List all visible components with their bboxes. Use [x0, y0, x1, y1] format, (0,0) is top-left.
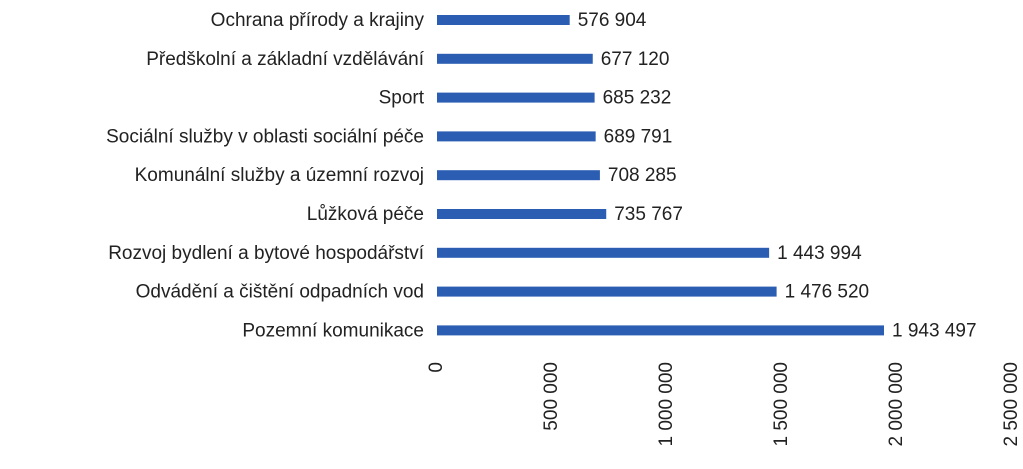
value-label: 1 943 497	[892, 320, 977, 341]
x-tick-label: 500 000	[541, 362, 562, 431]
bar	[437, 92, 595, 103]
bar	[437, 15, 570, 25]
x-tick-label: 2 500 000	[1001, 362, 1022, 447]
category-label: Komunální služby a územní rozvoj	[135, 165, 424, 186]
bar	[437, 286, 777, 297]
category-label: Sociální služby v oblasti sociální péče	[106, 126, 424, 147]
category-label: Pozemní komunikace	[242, 320, 424, 341]
bar	[437, 247, 770, 258]
x-tick-label: 0	[426, 362, 447, 373]
value-label: 685 232	[603, 88, 672, 109]
bar	[437, 209, 607, 219]
value-label: 677 120	[601, 49, 670, 70]
bar	[437, 170, 600, 181]
category-label: Lůžková péče	[307, 204, 424, 225]
value-label: 708 285	[608, 165, 677, 186]
x-tick-label: 1 000 000	[656, 362, 677, 447]
category-label: Odvádění a čištění odpadních vod	[136, 282, 424, 303]
bar	[437, 53, 593, 64]
category-label: Ochrana přírody a krajiny	[211, 10, 425, 31]
value-label: 689 791	[604, 126, 673, 147]
category-label: Rozvoj bydlení a bytové hospodářství	[108, 243, 425, 264]
bar	[437, 325, 885, 336]
value-label: 1 443 994	[777, 243, 862, 264]
value-label: 1 476 520	[785, 282, 870, 303]
category-label: Předškolní a základní vzdělávání	[146, 49, 424, 70]
value-label: 735 767	[614, 204, 683, 225]
value-label: 576 904	[578, 10, 647, 31]
bar	[437, 131, 596, 142]
category-label: Sport	[379, 88, 425, 109]
x-tick-label: 2 000 000	[886, 362, 907, 447]
x-tick-label: 1 500 000	[771, 362, 792, 447]
